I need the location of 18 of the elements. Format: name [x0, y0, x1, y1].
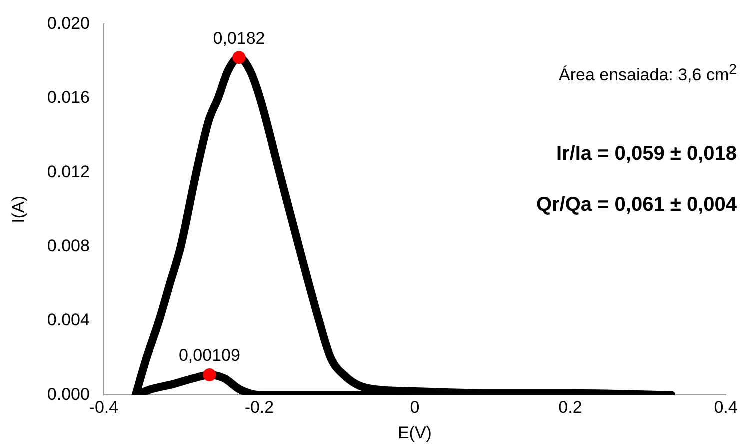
y-tick-label: 0.000 — [47, 384, 90, 404]
x-tick-label: -0.4 — [89, 398, 119, 418]
y-tick-label: 0.004 — [47, 310, 90, 330]
x-axis-title: E(V) — [398, 423, 432, 442]
y-tick-label: 0.016 — [47, 88, 90, 108]
annotation: Ir/Ia = 0,059 ± 0,018 — [556, 143, 737, 166]
annotation: Qr/Qa = 0,061 ± 0,004 — [536, 194, 737, 217]
annotation: Área ensaiada: 3,6 cm$^{2}$ — [559, 62, 737, 86]
data-label: 0,00109 — [178, 346, 240, 366]
y-tick-label: 0.008 — [47, 236, 90, 256]
y-tick-label: 0.020 — [47, 14, 90, 33]
x-tick-label: 0 — [410, 398, 420, 418]
x-tick-label: 0.4 — [714, 398, 738, 418]
y-axis-title: I(A) — [8, 196, 28, 224]
y-tick-label: 0.012 — [47, 162, 90, 182]
x-tick-label: 0.2 — [558, 398, 582, 418]
x-tick-label: -0.2 — [244, 398, 274, 418]
data-label: 0,0182 — [213, 28, 266, 48]
